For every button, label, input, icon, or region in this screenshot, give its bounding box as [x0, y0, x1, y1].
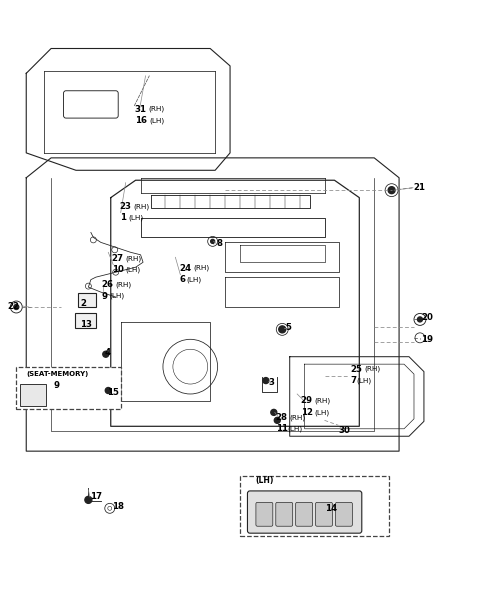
Text: 1: 1	[120, 213, 126, 222]
Text: (RH): (RH)	[314, 397, 331, 404]
Circle shape	[274, 417, 280, 424]
Text: (RH): (RH)	[364, 366, 381, 372]
Text: (RH): (RH)	[133, 203, 150, 210]
Circle shape	[263, 378, 269, 384]
FancyBboxPatch shape	[276, 502, 293, 526]
Text: 12: 12	[300, 408, 312, 417]
Text: (SEAT-MEMORY): (SEAT-MEMORY)	[26, 371, 88, 377]
Text: 13: 13	[80, 320, 92, 329]
Text: (RH): (RH)	[193, 265, 209, 272]
Text: 9: 9	[54, 381, 60, 390]
Text: (RH): (RH)	[290, 414, 306, 420]
FancyBboxPatch shape	[336, 502, 352, 526]
Circle shape	[418, 317, 422, 322]
Text: 27: 27	[112, 254, 124, 263]
Text: (LH): (LH)	[186, 277, 202, 283]
Circle shape	[105, 387, 111, 394]
Circle shape	[103, 351, 109, 357]
Text: (LH): (LH)	[357, 378, 372, 384]
Text: 17: 17	[90, 493, 102, 501]
Text: 7: 7	[350, 376, 357, 385]
Circle shape	[279, 326, 286, 333]
Text: 2: 2	[80, 299, 86, 307]
Text: 26: 26	[102, 280, 114, 289]
Text: 11: 11	[276, 424, 288, 433]
Text: 25: 25	[350, 365, 362, 374]
Text: 19: 19	[421, 335, 433, 344]
Text: 10: 10	[112, 265, 124, 274]
Text: 16: 16	[134, 116, 146, 125]
FancyBboxPatch shape	[78, 293, 96, 307]
Text: (LH): (LH)	[126, 266, 141, 273]
FancyBboxPatch shape	[315, 502, 333, 526]
Text: 28: 28	[276, 413, 288, 422]
Text: (LH): (LH)	[287, 425, 302, 432]
Text: 29: 29	[300, 396, 312, 405]
Text: 8: 8	[216, 239, 222, 248]
Text: (LH): (LH)	[314, 409, 330, 416]
FancyBboxPatch shape	[16, 367, 120, 409]
Text: 20: 20	[421, 313, 433, 323]
FancyBboxPatch shape	[63, 91, 118, 118]
FancyBboxPatch shape	[240, 476, 389, 536]
Text: 4: 4	[105, 348, 111, 357]
Text: 15: 15	[107, 388, 119, 397]
Text: (RH): (RH)	[148, 106, 165, 113]
Circle shape	[85, 496, 92, 503]
Text: 6: 6	[180, 275, 185, 284]
Text: 24: 24	[180, 264, 192, 273]
Text: (RH): (RH)	[116, 282, 132, 288]
Text: (LH): (LH)	[149, 118, 164, 124]
Text: 14: 14	[325, 504, 337, 513]
Circle shape	[14, 305, 19, 310]
FancyBboxPatch shape	[248, 491, 362, 533]
FancyBboxPatch shape	[256, 502, 273, 526]
Text: 18: 18	[112, 502, 124, 512]
Text: 5: 5	[286, 323, 292, 332]
Circle shape	[271, 409, 277, 416]
Text: 9: 9	[102, 291, 108, 300]
FancyBboxPatch shape	[20, 384, 46, 406]
Text: 31: 31	[134, 105, 146, 114]
Text: (RH): (RH)	[126, 255, 142, 261]
Text: (LH): (LH)	[255, 477, 273, 485]
Text: (LH): (LH)	[110, 293, 125, 299]
FancyBboxPatch shape	[296, 502, 312, 526]
Circle shape	[211, 239, 215, 244]
Text: 22: 22	[7, 302, 19, 310]
Text: 21: 21	[413, 183, 425, 192]
Text: 3: 3	[269, 378, 275, 387]
Text: (LH): (LH)	[128, 214, 143, 221]
Text: 30: 30	[338, 426, 350, 435]
Text: 23: 23	[120, 202, 132, 211]
FancyBboxPatch shape	[75, 313, 96, 329]
Circle shape	[388, 187, 395, 193]
